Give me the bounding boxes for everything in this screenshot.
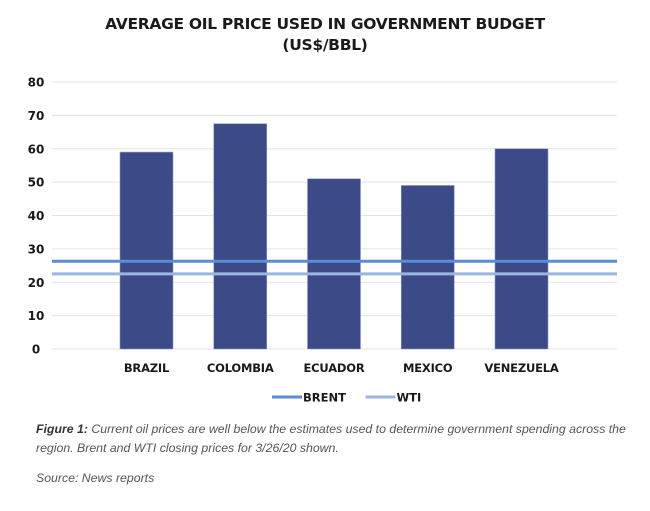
chart-title: AVERAGE OIL PRICE USED IN GOVERNMENT BUD…	[105, 15, 545, 33]
bar	[494, 148, 549, 350]
legend-label-brent: BRENT	[303, 391, 346, 405]
bar	[307, 178, 361, 350]
chart-title-block: AVERAGE OIL PRICE USED IN GOVERNMENT BUD…	[0, 14, 650, 56]
y-tick-label: 10	[28, 309, 45, 323]
y-tick-label: 50	[28, 176, 45, 190]
legend: BRENT WTI	[272, 391, 421, 405]
x-tick-label: ECUADOR	[304, 361, 365, 375]
y-axis-ticks: 0 10 20 30 40 50 60 70 80	[28, 76, 45, 357]
x-tick-label: MEXICO	[403, 361, 453, 375]
bar	[213, 123, 268, 350]
bar	[400, 185, 455, 350]
chart-subtitle: (US$/BBL)	[282, 36, 368, 54]
y-tick-label: 70	[28, 109, 45, 123]
bar	[119, 151, 174, 350]
x-axis-labels: BRAZIL COLOMBIA ECUADOR MEXICO VENEZUELA	[124, 361, 559, 375]
source-note: Source: News reports	[36, 471, 155, 485]
bar-chart: 0 10 20 30 40 50 60 70 80 BRAZIL COLOMBIA ECUADOR M…	[28, 76, 617, 405]
y-tick-label: 80	[28, 76, 45, 90]
figure-caption: Figure 1: Current oil prices are well be…	[36, 420, 636, 458]
x-tick-label: COLOMBIA	[207, 361, 274, 375]
y-tick-label: 60	[28, 142, 45, 156]
reference-lines	[52, 259, 617, 276]
x-tick-label: VENEZUELA	[484, 361, 558, 375]
y-tick-label: 20	[28, 276, 45, 290]
y-tick-label: 0	[32, 343, 40, 357]
legend-label-wti: WTI	[397, 391, 422, 405]
y-tick-label: 30	[28, 242, 45, 256]
x-tick-label: BRAZIL	[124, 361, 170, 375]
caption-text: Current oil prices are well below the es…	[36, 422, 626, 455]
caption-label: Figure 1:	[36, 422, 88, 436]
bars	[119, 123, 549, 350]
y-tick-label: 40	[28, 209, 45, 223]
